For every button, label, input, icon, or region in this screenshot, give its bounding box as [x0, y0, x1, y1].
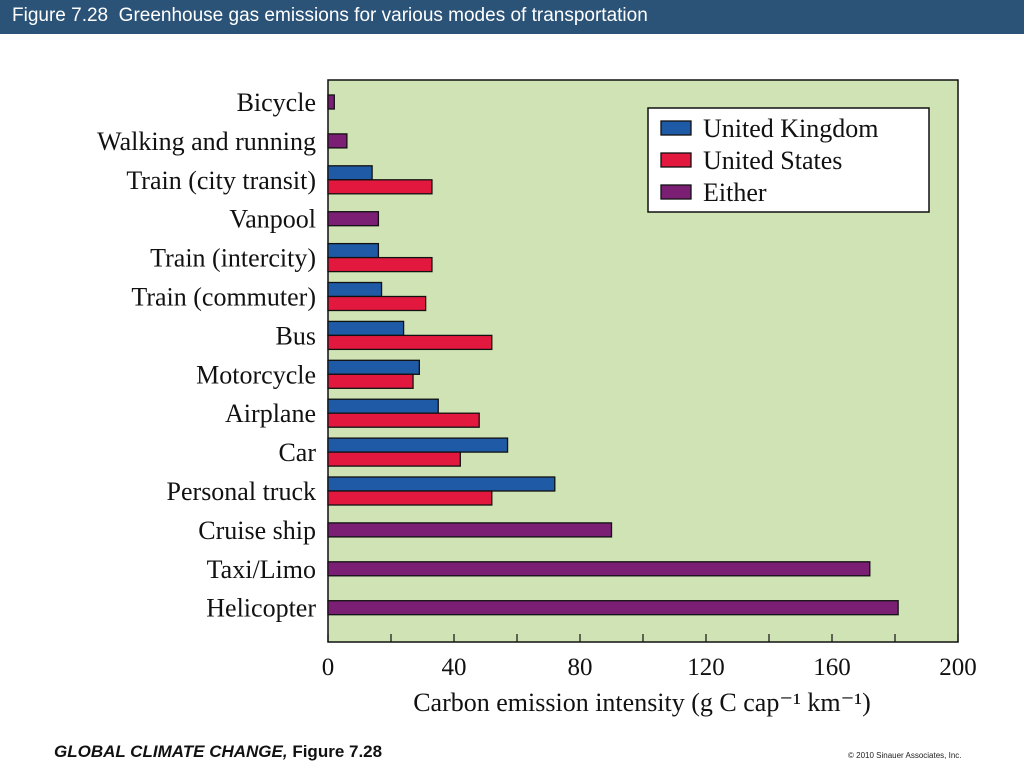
title-bar: Figure 7.28 Greenhouse gas emissions for…: [0, 0, 1024, 34]
category-label: Cruise ship: [198, 516, 316, 545]
bar: [327, 133, 348, 149]
legend-label: Either: [703, 178, 767, 207]
legend-label: United States: [703, 146, 842, 175]
category-label: Vanpool: [229, 205, 316, 234]
bar: [327, 398, 439, 414]
x-tick-label: 200: [939, 654, 977, 681]
category-label: Bus: [276, 321, 316, 350]
bar: [327, 295, 427, 312]
legend-swatch: [660, 120, 692, 136]
bar: [327, 600, 899, 616]
bar: [327, 437, 509, 453]
bar: [327, 334, 493, 351]
book-credit: GLOBAL CLIMATE CHANGE, Figure 7.28: [54, 742, 382, 762]
category-label: Walking and running: [97, 127, 316, 156]
page-title: Figure 7.28 Greenhouse gas emissions for…: [12, 5, 648, 26]
bar: [327, 476, 556, 492]
category-label: Car: [278, 438, 316, 467]
bar: [327, 256, 433, 273]
book-title: GLOBAL CLIMATE CHANGE,: [54, 742, 288, 761]
bar: [327, 211, 380, 227]
bar: [327, 490, 493, 506]
bar: [327, 242, 380, 259]
category-label: Train (city transit): [126, 166, 316, 195]
category-label: Airplane: [225, 399, 316, 428]
bar: [327, 359, 420, 375]
figure-reference: Figure 7.28: [292, 742, 383, 761]
category-label: Taxi/Limo: [207, 555, 316, 584]
legend-label: United Kingdom: [703, 114, 879, 143]
bar: [327, 373, 414, 389]
category-label: Train (intercity): [150, 244, 316, 273]
x-tick-label: 80: [568, 654, 593, 681]
legend-box: [647, 107, 930, 213]
bar: [327, 451, 461, 467]
bar: [327, 179, 433, 195]
bar-chart: Bicycle Walking and running Train (city tr…: [97, 79, 977, 717]
category-label: Bicycle: [237, 88, 316, 117]
legend-swatch: [660, 184, 692, 200]
copyright-notice: © 2010 Sinauer Associates, Inc.: [848, 751, 962, 760]
bar: [327, 320, 405, 337]
bar: [327, 94, 335, 110]
legend-swatch: [660, 152, 692, 168]
category-label: Train (commuter): [131, 283, 316, 312]
bar: [327, 561, 871, 577]
bar: [327, 522, 613, 538]
bar: [327, 165, 373, 181]
bar: [327, 281, 383, 298]
category-label: Motorcycle: [196, 360, 316, 389]
category-label: Helicopter: [206, 594, 316, 623]
category-label: Personal truck: [167, 477, 316, 506]
bar: [327, 412, 480, 428]
x-tick-label: 0: [322, 654, 335, 681]
x-tick-label: 120: [687, 654, 725, 681]
x-axis-label: Carbon emission intensity (g C cap⁻¹ km⁻…: [413, 688, 871, 717]
x-tick-label: 40: [442, 654, 467, 681]
x-tick-label: 160: [813, 654, 851, 681]
